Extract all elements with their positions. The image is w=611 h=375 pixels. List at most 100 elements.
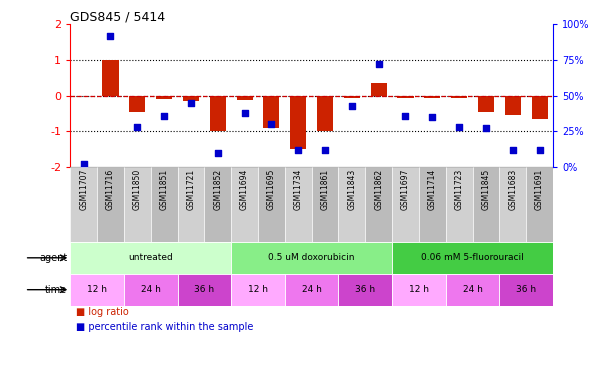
Point [213, 150, 222, 156]
Bar [103, 60, 119, 96]
Text: 24 h: 24 h [463, 285, 483, 294]
Bar [532, 96, 547, 119]
Text: GSM11694: GSM11694 [240, 169, 249, 210]
Bar [526, 167, 553, 242]
Bar [499, 274, 553, 306]
Point [293, 147, 303, 153]
Bar [338, 167, 365, 242]
Bar [397, 96, 414, 98]
Text: 24 h: 24 h [302, 285, 321, 294]
Text: GSM11845: GSM11845 [481, 169, 491, 210]
Text: untreated: untreated [128, 254, 173, 262]
Bar [231, 167, 258, 242]
Bar [392, 242, 553, 274]
Text: 0.5 uM doxorubicin: 0.5 uM doxorubicin [268, 254, 355, 262]
Text: 36 h: 36 h [194, 285, 214, 294]
Text: GSM11695: GSM11695 [267, 169, 276, 210]
Bar [285, 167, 312, 242]
Point [347, 103, 357, 109]
Bar [392, 167, 419, 242]
Text: 36 h: 36 h [516, 285, 536, 294]
Text: 12 h: 12 h [87, 285, 107, 294]
Bar [258, 167, 285, 242]
Text: GSM11843: GSM11843 [347, 169, 356, 210]
Point [535, 147, 544, 153]
Bar [445, 274, 499, 306]
Bar [70, 274, 124, 306]
Bar [70, 242, 231, 274]
Text: GSM11851: GSM11851 [159, 169, 169, 210]
Point [186, 100, 196, 106]
Bar [204, 167, 231, 242]
Bar [231, 274, 285, 306]
Bar [505, 96, 521, 115]
Text: 12 h: 12 h [248, 285, 268, 294]
Text: 36 h: 36 h [355, 285, 375, 294]
Bar [317, 96, 333, 131]
Point [240, 110, 249, 116]
Text: ■ log ratio: ■ log ratio [76, 307, 129, 317]
Bar [124, 167, 151, 242]
Bar [156, 96, 172, 99]
Bar [263, 96, 279, 128]
Bar [130, 96, 145, 112]
Point [106, 33, 115, 39]
Text: GSM11723: GSM11723 [455, 169, 464, 210]
Bar [290, 96, 306, 149]
Bar [178, 274, 231, 306]
Text: GSM11734: GSM11734 [294, 169, 302, 210]
Point [374, 61, 384, 67]
Bar [178, 167, 204, 242]
Bar [183, 96, 199, 101]
Bar [424, 96, 441, 99]
Bar [97, 167, 124, 242]
Bar [371, 83, 387, 96]
Point [454, 124, 464, 130]
Point [266, 121, 276, 127]
Point [508, 147, 518, 153]
Point [481, 125, 491, 131]
Bar [338, 274, 392, 306]
Text: GSM11697: GSM11697 [401, 169, 410, 210]
Bar [70, 167, 97, 242]
Text: GSM11721: GSM11721 [186, 169, 196, 210]
Bar [478, 96, 494, 112]
Text: 24 h: 24 h [141, 285, 161, 294]
Bar [365, 167, 392, 242]
Point [133, 124, 142, 130]
Text: GSM11850: GSM11850 [133, 169, 142, 210]
Text: GDS845 / 5414: GDS845 / 5414 [70, 10, 166, 23]
Bar [151, 167, 178, 242]
Bar [445, 167, 472, 242]
Text: time: time [45, 285, 67, 295]
Bar [499, 167, 526, 242]
Text: GSM11862: GSM11862 [374, 169, 383, 210]
Text: GSM11683: GSM11683 [508, 169, 518, 210]
Bar [285, 274, 338, 306]
Bar [236, 96, 252, 100]
Bar [419, 167, 445, 242]
Bar [472, 167, 499, 242]
Text: GSM11861: GSM11861 [321, 169, 329, 210]
Point [79, 161, 89, 167]
Text: GSM11707: GSM11707 [79, 169, 88, 210]
Text: GSM11852: GSM11852 [213, 169, 222, 210]
Text: agent: agent [39, 253, 67, 263]
Text: GSM11691: GSM11691 [535, 169, 544, 210]
Bar [312, 167, 338, 242]
Bar [231, 242, 392, 274]
Bar [344, 96, 360, 99]
Point [159, 112, 169, 118]
Text: ■ percentile rank within the sample: ■ percentile rank within the sample [76, 322, 254, 332]
Text: 12 h: 12 h [409, 285, 429, 294]
Bar [210, 96, 226, 131]
Text: GSM11716: GSM11716 [106, 169, 115, 210]
Point [401, 112, 411, 118]
Bar [451, 96, 467, 99]
Point [428, 114, 437, 120]
Bar [124, 274, 178, 306]
Text: GSM11714: GSM11714 [428, 169, 437, 210]
Text: 0.06 mM 5-fluorouracil: 0.06 mM 5-fluorouracil [421, 254, 524, 262]
Point [320, 147, 330, 153]
Bar [392, 274, 445, 306]
